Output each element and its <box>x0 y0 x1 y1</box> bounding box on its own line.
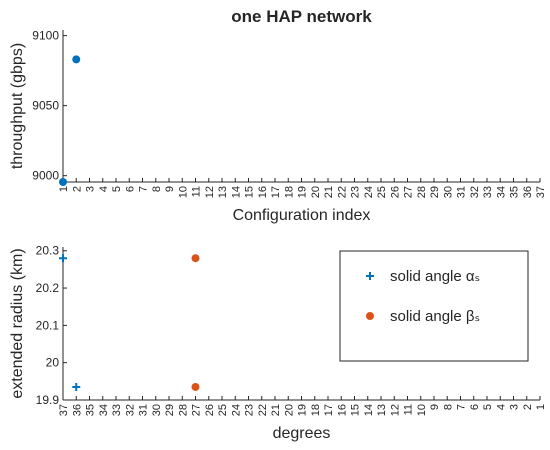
x-tick-label: 26 <box>389 186 401 198</box>
x-tick-label: 4 <box>98 186 110 192</box>
x-tick-label: 5 <box>111 186 123 192</box>
x-tick-label: 25 <box>217 404 229 416</box>
y-tick-label: 20.1 <box>36 318 60 332</box>
x-axis-label: degrees <box>273 425 331 442</box>
x-tick-label: 16 <box>336 404 348 416</box>
x-tick-label: 5 <box>482 404 494 410</box>
x-tick-label: 32 <box>124 404 136 416</box>
x-tick-label: 32 <box>469 186 481 198</box>
x-tick-label: 16 <box>257 186 269 198</box>
x-tick-label: 13 <box>217 186 229 198</box>
chart-title: one HAP network <box>231 7 372 26</box>
x-tick-label: 14 <box>230 186 242 198</box>
x-tick-label: 27 <box>191 404 203 416</box>
y-axis-label: throughput (gbps) <box>9 43 26 169</box>
x-tick-label: 23 <box>350 186 362 198</box>
x-tick-label: 17 <box>323 404 335 416</box>
x-tick-label: 14 <box>363 404 375 416</box>
x-tick-label: 2 <box>522 404 534 410</box>
x-tick-label: 3 <box>509 404 521 410</box>
x-tick-label: 9 <box>164 186 176 192</box>
x-tick-label: 11 <box>403 404 415 415</box>
x-tick-label: 36 <box>71 404 83 416</box>
x-tick-label: 17 <box>270 186 282 198</box>
x-tick-label: 28 <box>177 404 189 416</box>
x-tick-label: 11 <box>191 186 203 197</box>
x-tick-label: 31 <box>138 404 150 416</box>
x-tick-label: 10 <box>416 404 428 416</box>
x-tick-label: 12 <box>204 186 216 198</box>
legend-label: solid angle βₛ <box>390 308 480 325</box>
x-tick-label: 29 <box>164 404 176 416</box>
x-tick-label: 31 <box>456 186 468 198</box>
x-tick-label: 2 <box>71 186 83 192</box>
x-tick-label: 24 <box>363 186 375 198</box>
x-tick-label: 15 <box>244 186 256 198</box>
legend-marker <box>366 272 374 280</box>
x-tick-label: 33 <box>482 186 494 198</box>
x-tick-label: 23 <box>244 404 256 416</box>
x-tick-label: 9 <box>429 404 441 410</box>
x-tick-label: 15 <box>350 404 362 416</box>
x-tick-label: 33 <box>111 404 123 416</box>
x-tick-label: 28 <box>416 186 428 198</box>
y-tick-label: 20.3 <box>36 244 60 258</box>
x-tick-label: 1 <box>535 404 547 410</box>
x-tick-label: 21 <box>323 186 335 198</box>
x-tick-label: 6 <box>124 186 136 192</box>
x-tick-label: 21 <box>270 404 282 416</box>
y-tick-label: 9000 <box>32 169 59 183</box>
x-tick-label: 13 <box>376 404 388 416</box>
x-tick-label: 3 <box>85 186 97 192</box>
x-tick-label: 34 <box>495 186 507 198</box>
y-tick-label: 20.2 <box>36 281 60 295</box>
legend-box <box>339 250 529 362</box>
x-tick-label: 37 <box>535 186 547 198</box>
x-tick-label: 20 <box>310 186 322 198</box>
x-tick-label: 1 <box>58 186 70 192</box>
legend-label: solid angle αₛ <box>390 268 480 285</box>
y-tick-label: 9050 <box>32 99 59 113</box>
x-tick-label: 7 <box>456 404 468 410</box>
y-tick-label: 20 <box>46 356 60 370</box>
x-tick-label: 19 <box>297 404 309 416</box>
x-tick-label: 29 <box>429 186 441 198</box>
x-tick-label: 20 <box>283 404 295 416</box>
x-tick-label: 12 <box>389 404 401 416</box>
x-tick-label: 26 <box>204 404 216 416</box>
x-tick-label: 22 <box>257 404 269 416</box>
legend-marker <box>366 312 374 320</box>
x-tick-label: 22 <box>336 186 348 198</box>
x-tick-label: 35 <box>509 186 521 198</box>
x-tick-label: 30 <box>442 186 454 198</box>
marker-dot <box>72 55 81 64</box>
x-tick-label: 7 <box>138 186 150 192</box>
x-tick-label: 24 <box>230 404 242 416</box>
x-tick-label: 36 <box>522 186 534 198</box>
x-axis-label: Configuration index <box>233 207 371 224</box>
x-tick-label: 30 <box>151 404 163 416</box>
marker-dot <box>59 178 67 186</box>
x-tick-label: 18 <box>283 186 295 198</box>
x-tick-label: 8 <box>151 186 163 192</box>
x-tick-label: 10 <box>177 186 189 198</box>
x-tick-label: 19 <box>297 186 309 198</box>
x-tick-label: 34 <box>98 404 110 416</box>
marker-plus <box>72 382 81 391</box>
marker-dot <box>191 254 200 263</box>
marker-plus <box>59 254 67 263</box>
x-tick-label: 6 <box>469 404 481 410</box>
x-tick-label: 37 <box>58 404 70 416</box>
x-tick-label: 25 <box>376 186 388 198</box>
y-tick-label: 19.9 <box>36 393 60 407</box>
y-tick-label: 9100 <box>32 29 59 43</box>
x-tick-label: 35 <box>85 404 97 416</box>
y-axis-label: extended radius (km) <box>9 248 26 398</box>
marker-dot <box>191 382 200 391</box>
x-tick-label: 18 <box>310 404 322 416</box>
x-tick-label: 27 <box>403 186 415 198</box>
x-tick-label: 4 <box>495 404 507 410</box>
x-tick-label: 8 <box>442 404 454 410</box>
